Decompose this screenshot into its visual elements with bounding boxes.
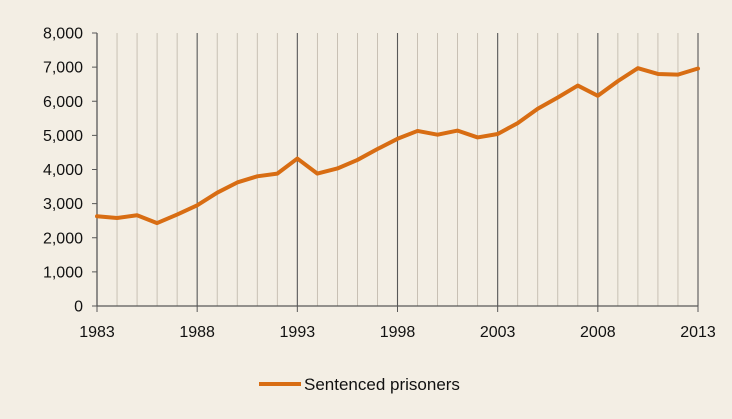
data-point [395,137,400,141]
x-tick-label: 2008 [580,324,616,341]
legend: Sentenced prisoners [259,375,460,394]
y-tick-label: 6,000 [43,94,83,111]
data-point [476,135,480,140]
y-tick-label: 0 [74,299,83,316]
data-point [556,95,560,100]
data-point [415,129,420,133]
x-tick-label: 1983 [79,324,115,341]
data-point [435,133,440,137]
data-point [696,66,700,71]
data-point [676,73,680,77]
data-point [235,180,239,185]
x-tick-label: 2013 [680,324,716,341]
grid-layer [96,33,699,306]
data-point [536,107,540,111]
data-point [636,66,640,70]
x-tick-label: 1998 [380,324,416,341]
series-layer [95,66,700,226]
data-point [355,158,360,162]
y-tick-label: 8,000 [43,26,83,43]
data-point [496,132,500,136]
x-tick-label: 1988 [179,324,215,341]
data-point [215,191,219,195]
data-point [115,216,119,220]
x-tick-label: 2003 [480,324,516,341]
y-tick-label: 4,000 [43,162,83,179]
data-point [596,94,600,98]
data-point [375,147,380,151]
data-point [456,128,460,133]
data-point [516,121,520,125]
data-point [656,72,660,76]
data-point [576,83,580,88]
y-tick-label: 7,000 [43,60,83,77]
data-point [295,156,299,161]
x-tick-label: 1993 [280,324,316,341]
data-point [175,212,179,217]
data-point [275,171,279,176]
y-tick-label: 5,000 [43,128,83,145]
y-tick-label: 1,000 [43,264,83,281]
data-point [135,213,139,217]
y-tick-label: 3,000 [43,196,83,213]
legend-label-sentenced-prisoners: Sentenced prisoners [304,375,460,394]
axis-layer: 0 1,000 2,000 3,000 4,000 5,000 6,000 7,000 8,00… [43,26,716,342]
y-tick-label: 2,000 [43,230,83,247]
data-point [95,214,99,218]
data-point [255,174,259,178]
data-point [335,166,339,171]
data-point [315,171,319,176]
data-point [155,221,159,225]
data-point [195,203,199,207]
data-point [616,79,620,83]
